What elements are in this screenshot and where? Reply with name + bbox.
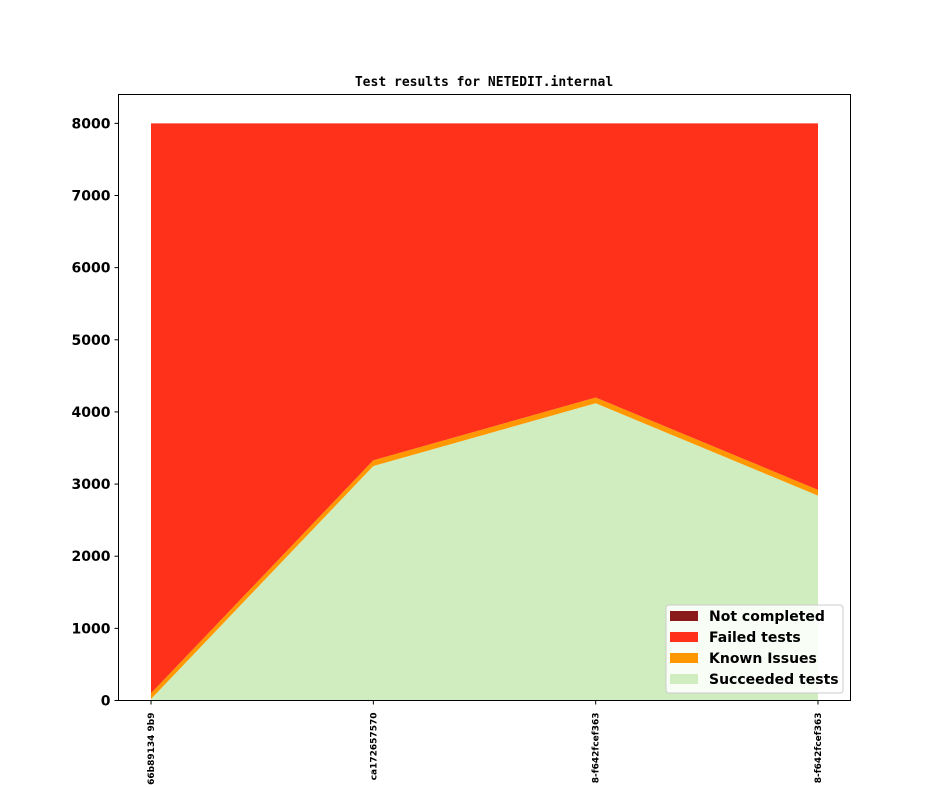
legend-swatch-known-issues [670,653,698,663]
legend-box [665,604,844,694]
y-tick-label: 2000 [72,549,111,565]
y-tick-label: 7000 [72,189,111,205]
legend-swatch-succeeded-tests [670,674,698,684]
legend-label-not-completed: Not completed [709,609,825,625]
y-tick-label: 4000 [72,405,111,421]
legend-label-known-issues: Known Issues [709,651,817,667]
x-tick-label: ca172657570 [369,713,379,781]
x-axis: 66b89134 9b9 ca172657570 8-f642fcef363 8-f6… [147,700,824,785]
y-tick-label: 8000 [72,116,111,132]
legend-label-failed-tests: Failed tests [709,630,801,646]
plot-frame [118,94,851,701]
y-tick-label: 0 [101,694,111,710]
legend-label-succeeded-tests: Succeeded tests [709,672,839,688]
area-succeeded-tests [151,403,818,701]
y-tick-label: 1000 [72,621,111,637]
y-tick-label: 5000 [72,333,111,349]
y-axis: 0 1000 2000 3000 4000 5000 6000 7000 8000 [72,116,119,710]
x-tick-label: 8-f642fcef363 [592,713,602,784]
y-tick-label: 6000 [72,261,111,277]
area-layers [151,123,818,701]
legend-swatch-failed-tests [670,632,698,642]
area-failed-tests [151,123,818,694]
x-tick-label: 8-f642fcef363 [814,713,824,784]
legend: Not completed Failed tests Known Issues Suc… [665,604,844,694]
chart-title: Test results for NETEDIT.internal [355,75,613,90]
y-tick-label: 3000 [72,477,111,493]
x-tick-label: 66b89134 9b9 [147,713,157,785]
legend-swatch-not-completed [670,611,698,621]
